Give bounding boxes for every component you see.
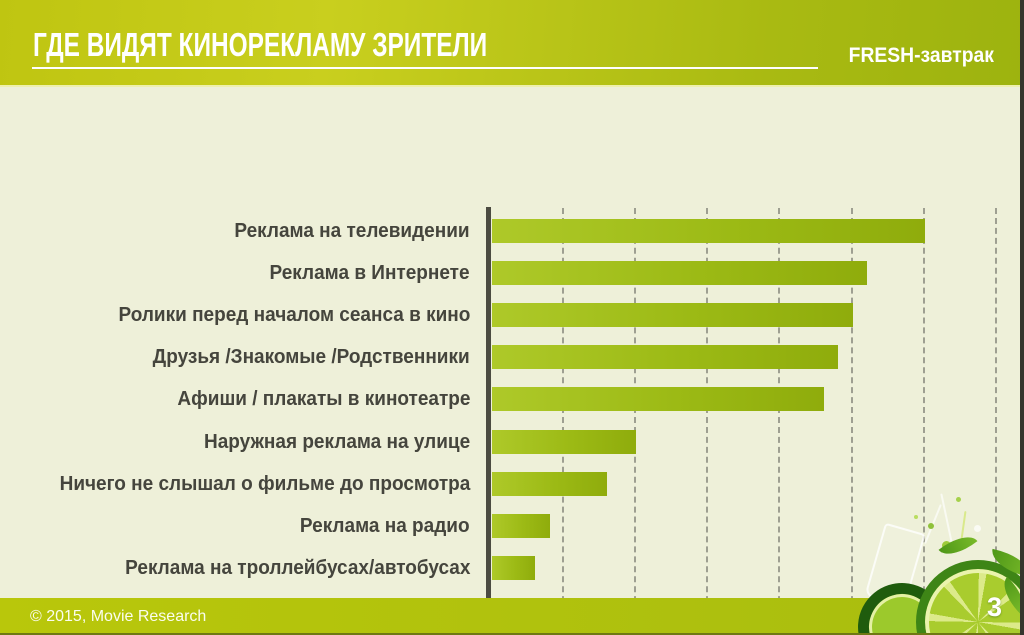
splash-dot-icon [928,523,934,529]
lime-slice-icon [916,560,1024,635]
bar [492,513,550,538]
lime-decoration [844,485,1024,635]
slide-footer: © 2015, Movie Research [0,598,1024,635]
category-label: Ничего не слышал о фильме до просмотра [59,472,470,495]
copyright-text: © 2015, Movie Research [30,608,207,625]
gridline [922,208,925,632]
bar [492,555,536,580]
slide-header: ГДЕ ВИДЯТ КИНОРЕКЛАМУ ЗРИТЕЛИ FRESH-завт… [0,0,1024,87]
splash-dot-icon [956,497,961,502]
category-label: Реклама в Интернете [269,262,470,285]
splash-icon [940,493,954,548]
category-label: Афиши / плакаты в кинотеатре [176,388,470,411]
splash-dot-icon [914,515,918,519]
bar [492,303,853,328]
slide-bottom-edge [0,633,1024,635]
gridline [562,208,565,632]
category-label: Друзья /Знакомые /Родственники [152,346,470,369]
gridline [850,208,853,632]
brand-logo: FRESH-завтрак [848,44,994,67]
slide-right-edge [1020,0,1024,635]
category-label: Реклама на радио [300,514,470,537]
gridline [778,208,781,632]
category-label: Реклама на телевидении [234,220,470,242]
gridline [634,208,637,632]
gridline [994,208,997,632]
y-axis [486,207,491,635]
bar [492,345,839,370]
splash-dot-icon [974,525,981,532]
category-label: Реклама на троллейбусах/автобусах [124,556,470,579]
bar [492,429,637,454]
bar [492,219,925,243]
bar [492,261,867,286]
gridline [706,208,709,632]
page-title: ГДЕ ВИДЯТ КИНОРЕКЛАМУ ЗРИТЕЛИ [33,26,488,63]
title-underline [32,67,818,69]
mint-leaf-icon [938,527,978,564]
bar [492,471,608,496]
category-label: Наружная реклама на улице [203,430,470,453]
page-number: 3 [986,592,1002,622]
category-label: Ролики перед началом сеанса в кино [118,304,470,327]
bar [492,387,824,412]
